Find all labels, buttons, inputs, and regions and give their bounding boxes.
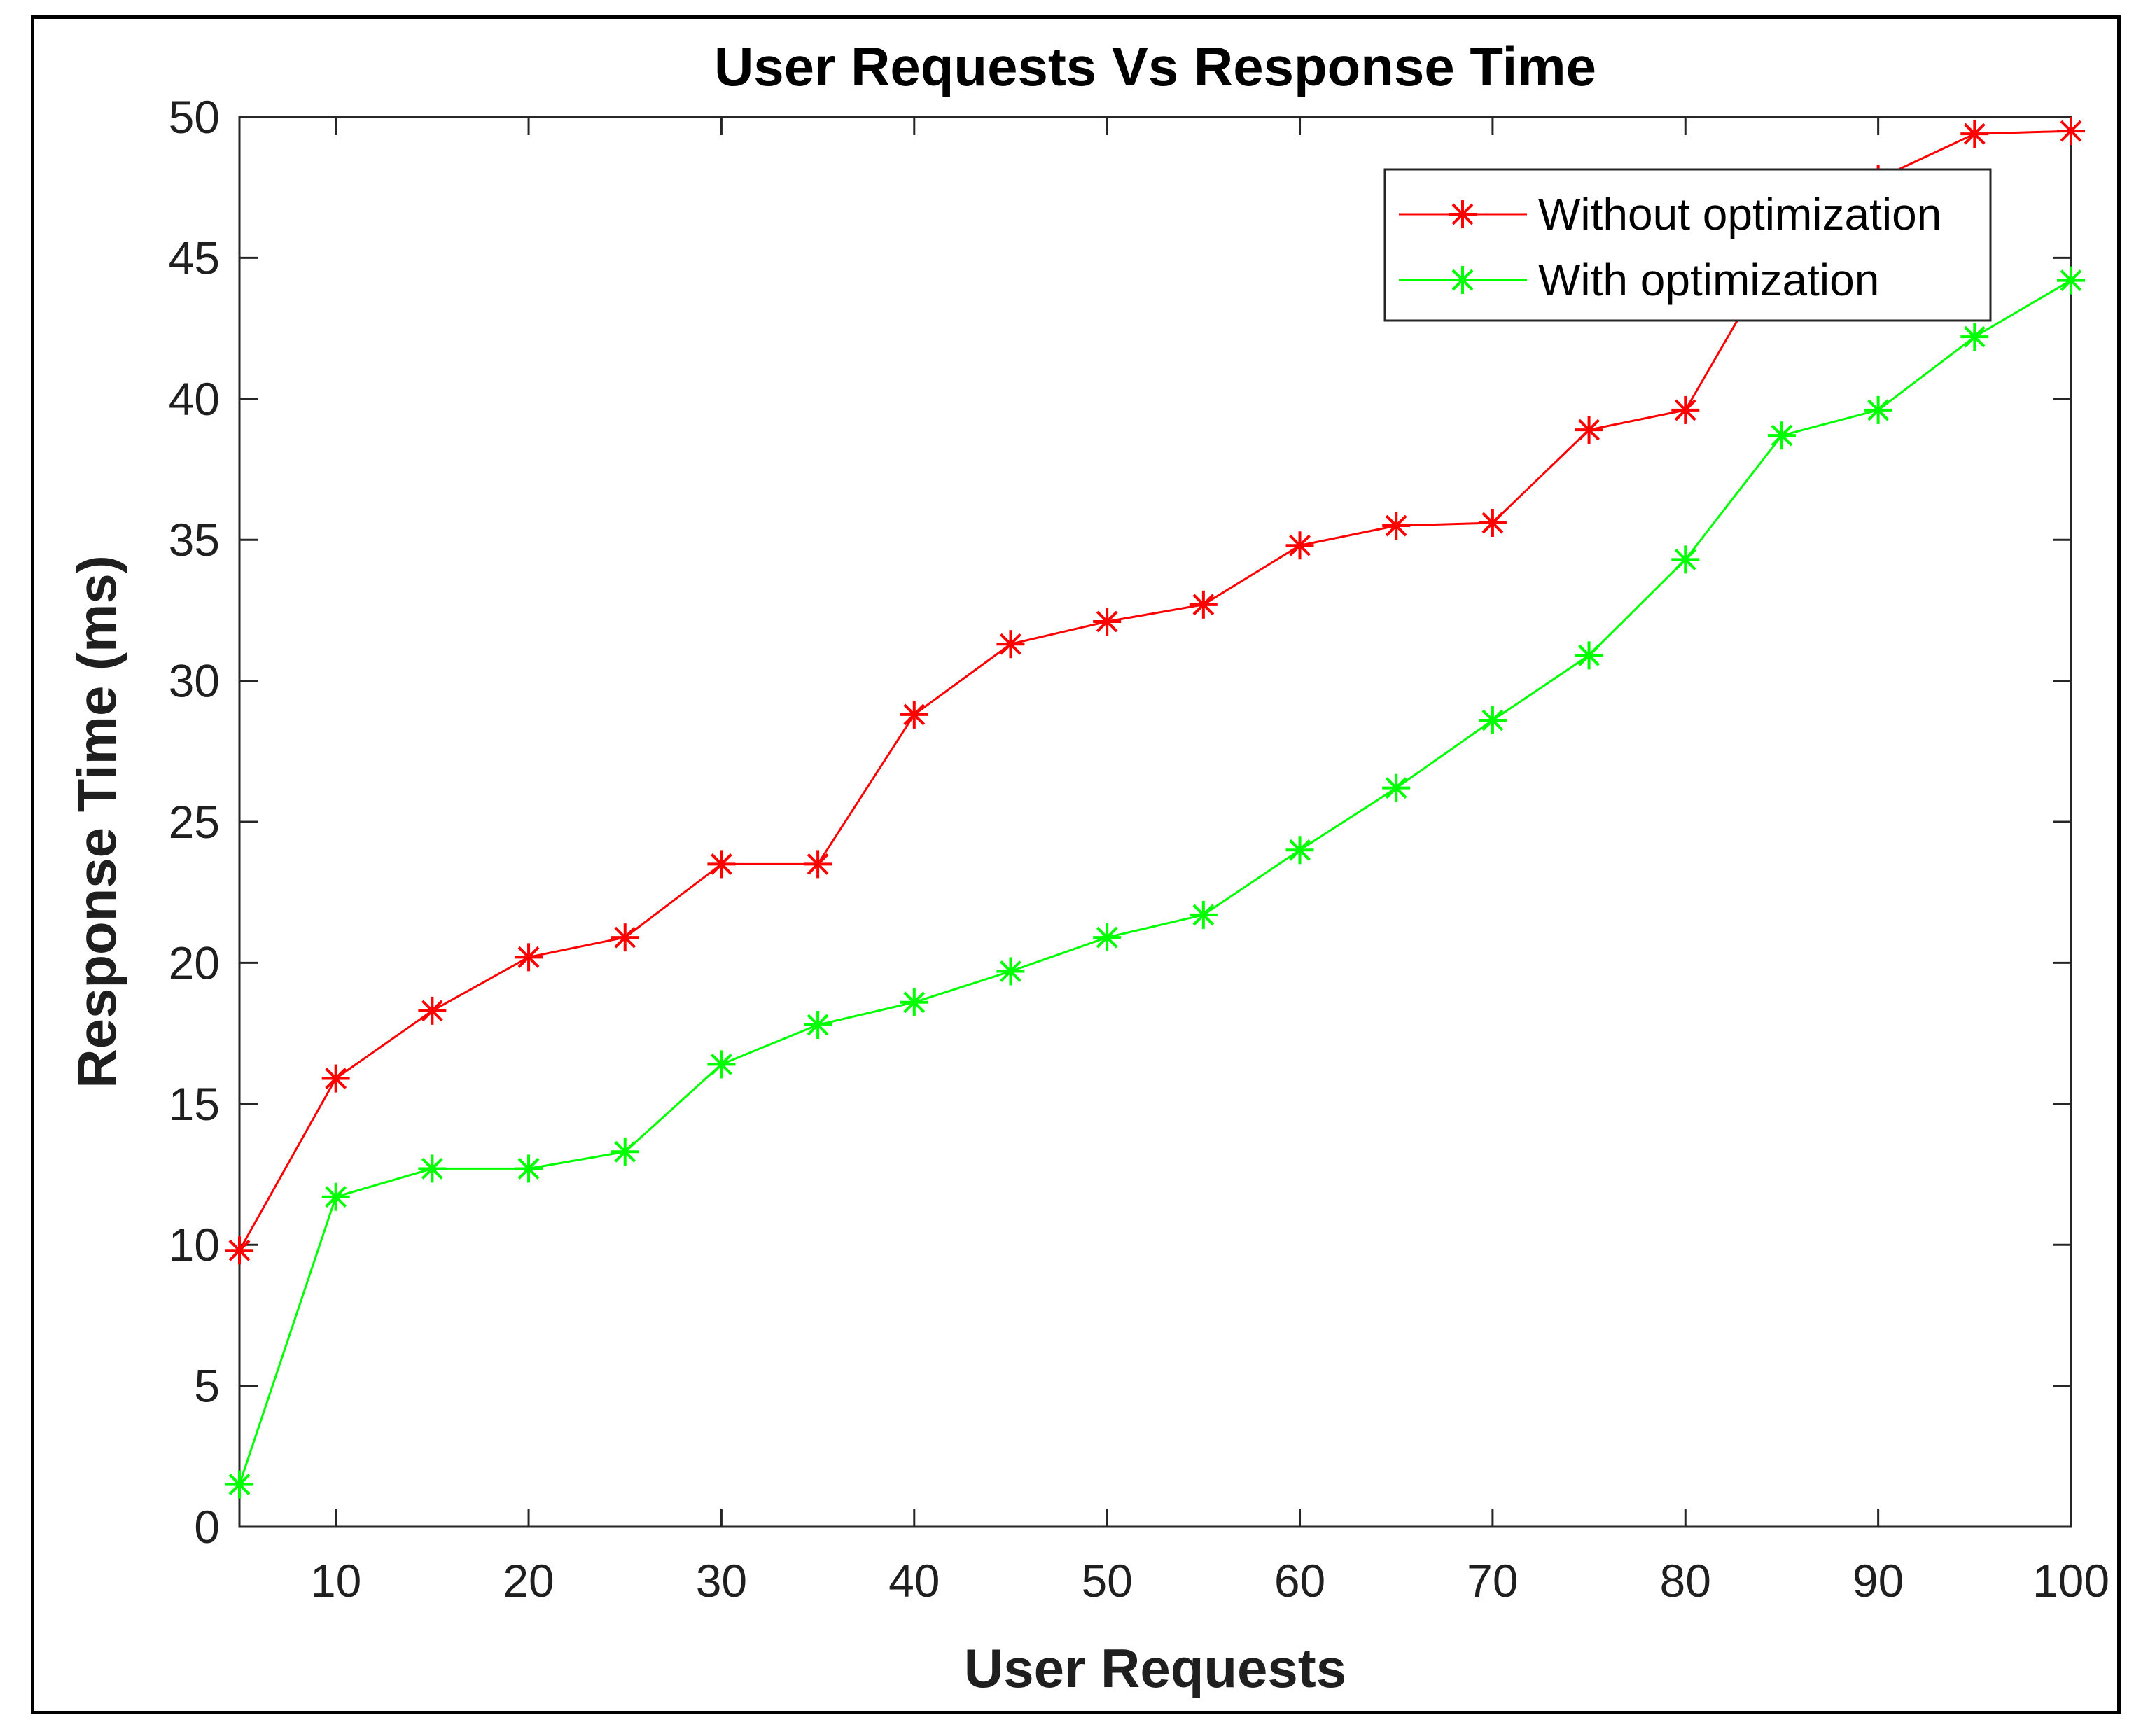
data-point-without-optimization [900, 700, 928, 729]
data-point-with-optimization [707, 1050, 736, 1079]
legend-box [1383, 168, 1992, 322]
data-point-without-optimization [611, 923, 639, 952]
data-point-without-optimization [321, 1064, 350, 1093]
series-line-with-optimization [238, 279, 2072, 1485]
y-tick-label: 15 [169, 1078, 220, 1130]
y-tick-label: 45 [169, 232, 220, 284]
y-tick-label: 10 [169, 1219, 220, 1270]
data-point-without-optimization [996, 630, 1025, 659]
data-point-with-optimization [2057, 266, 2085, 295]
data-point-with-optimization [225, 1470, 253, 1499]
data-point-with-optimization [1285, 836, 1314, 864]
legend-marker-without-optimization [1449, 200, 1477, 228]
y-tick-label: 50 [169, 91, 220, 143]
x-tick-label: 80 [1660, 1555, 1711, 1606]
data-point-with-optimization [1189, 900, 1218, 929]
data-point-without-optimization [2057, 117, 2085, 146]
data-point-with-optimization [804, 1011, 832, 1040]
data-point-with-optimization [1767, 421, 1796, 450]
data-point-with-optimization [1864, 396, 1892, 424]
data-point-without-optimization [225, 1236, 253, 1265]
y-axis-title: Response Time (ms) [66, 555, 127, 1088]
data-point-without-optimization [1671, 396, 1700, 424]
y-tick-label: 40 [169, 373, 220, 425]
y-tick-label: 5 [194, 1360, 220, 1412]
y-tick-label: 30 [169, 655, 220, 707]
data-point-without-optimization [1285, 531, 1314, 560]
data-point-with-optimization [611, 1138, 639, 1166]
data-point-without-optimization [1382, 512, 1411, 540]
data-point-without-optimization [707, 850, 736, 878]
series-layer [225, 117, 2085, 1499]
x-tick-label: 10 [310, 1555, 361, 1606]
y-axis-ticks: 0 5 10 15 20 25 30 35 40 45 50 [169, 91, 2071, 1553]
data-point-without-optimization [1478, 509, 1507, 538]
data-point-without-optimization [515, 943, 543, 972]
legend-asterisk-icon [1449, 266, 1477, 294]
x-tick-label: 30 [696, 1555, 747, 1606]
data-point-without-optimization [1960, 120, 1989, 148]
x-tick-label: 20 [503, 1555, 554, 1606]
y-tick-label: 25 [169, 796, 220, 848]
y-tick-label: 20 [169, 937, 220, 988]
data-point-with-optimization [1960, 323, 1989, 351]
data-point-with-optimization [1382, 774, 1411, 802]
legend-asterisk-icon [1449, 200, 1477, 228]
data-point-with-optimization [996, 957, 1025, 986]
x-tick-label: 40 [888, 1555, 940, 1606]
plot-area [238, 115, 2072, 1528]
chart-title: User Requests Vs Response Time [714, 36, 1596, 97]
data-point-with-optimization [1478, 706, 1507, 734]
y-tick-label: 0 [194, 1501, 220, 1553]
data-point-with-optimization [1671, 545, 1700, 574]
data-point-with-optimization [900, 988, 928, 1016]
data-point-without-optimization [804, 850, 832, 878]
data-point-without-optimization [418, 996, 447, 1025]
legend: Without optimization With optimization [1383, 168, 1992, 322]
data-point-with-optimization [1093, 923, 1122, 952]
data-point-with-optimization [515, 1154, 543, 1183]
x-tick-label: 60 [1274, 1555, 1325, 1606]
legend-marker-with-optimization [1449, 266, 1477, 294]
data-point-with-optimization [1575, 641, 1603, 670]
x-axis-ticks: 10 20 30 40 50 60 70 80 90 100 [310, 117, 2109, 1606]
data-point-with-optimization [418, 1154, 447, 1183]
x-tick-label: 70 [1467, 1555, 1518, 1606]
x-tick-label: 100 [2032, 1555, 2109, 1606]
data-point-without-optimization [1093, 608, 1122, 636]
x-axis-title: User Requests [964, 1637, 1346, 1699]
data-point-without-optimization [1189, 590, 1218, 619]
data-point-without-optimization [1575, 416, 1603, 444]
x-tick-label: 90 [1853, 1555, 1904, 1606]
y-tick-label: 35 [169, 514, 220, 566]
legend-label-with-optimization: With optimization [1538, 255, 1879, 305]
data-point-with-optimization [321, 1182, 350, 1211]
x-tick-label: 50 [1081, 1555, 1132, 1606]
legend-label-without-optimization: Without optimization [1538, 189, 1941, 239]
